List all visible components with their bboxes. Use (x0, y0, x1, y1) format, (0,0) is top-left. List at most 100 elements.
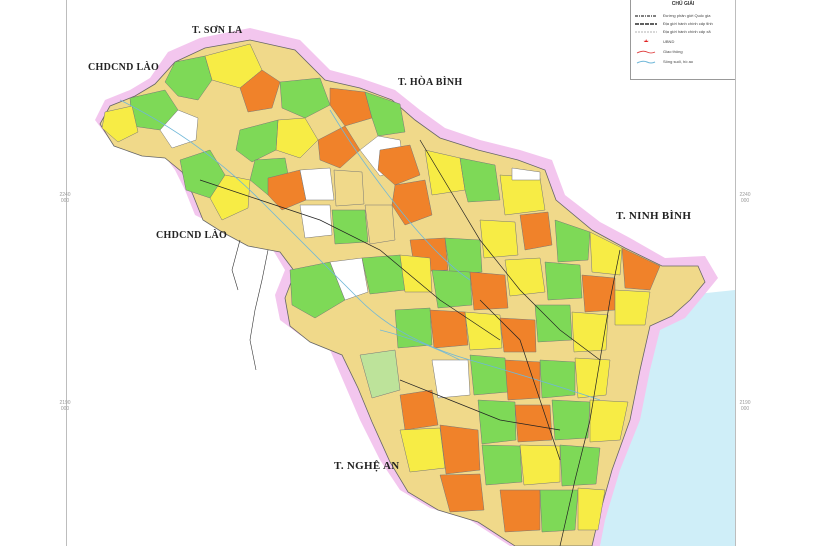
road-line (419, 139, 601, 361)
district-patch (464, 311, 503, 351)
district-patch (499, 317, 537, 353)
district-patch (614, 289, 651, 326)
outside-rivers (231, 239, 269, 371)
district-patch (431, 269, 473, 309)
district-patch (159, 109, 199, 149)
commune-boundary-icon (635, 31, 657, 33)
legend-item: Địa giới hành chính cấp xã (635, 28, 735, 36)
label-hoa-binh: T. HÒA BÌNH (398, 77, 463, 88)
district-patch (539, 489, 579, 533)
road-line (559, 249, 621, 546)
national-boundary-icon (635, 15, 657, 17)
legend-label: Sông suối, hồ ao (663, 59, 694, 64)
legend-title: CHÚ GIẢI (671, 1, 695, 7)
district-patch (235, 119, 279, 163)
district-patch (589, 231, 623, 276)
district-patch (439, 424, 481, 475)
district-patch (431, 359, 471, 399)
provincial-boundary-icon (635, 23, 657, 25)
district-patch (469, 271, 509, 311)
district-patch (209, 174, 251, 221)
district-patch (439, 473, 485, 513)
legend-item: Sông suối, hồ ao (635, 58, 735, 66)
district-patch (559, 444, 601, 487)
district-patch (101, 105, 139, 143)
district-patch (329, 257, 369, 301)
grid-label-left-lower: 2190 000 (59, 400, 71, 412)
label-nghe-an: T. NGHỆ AN (334, 460, 400, 472)
district-patch (469, 354, 509, 396)
district-patch (499, 489, 541, 533)
district-patch (444, 237, 483, 275)
legend-label: Giao thông (663, 49, 683, 54)
legend-item: Địa giới hành chính cấp tỉnh (635, 20, 735, 28)
label-son-la: T. SƠN LA (192, 25, 243, 36)
district-patch (621, 247, 661, 291)
district-patches (101, 43, 661, 533)
legend-item: ★ UBND (635, 38, 735, 46)
district-patch (519, 211, 553, 251)
district-patch (519, 444, 561, 486)
district-patch (581, 274, 616, 313)
road-line (479, 299, 561, 461)
district-patch (361, 254, 406, 295)
district-patch (477, 399, 517, 445)
district-patch (317, 125, 361, 169)
district-patch (377, 144, 421, 186)
district-patch (429, 309, 469, 349)
roads (199, 139, 621, 546)
map-border (66, 0, 736, 546)
grid-label-right-upper: 2240 000 (739, 192, 751, 204)
district-patch (359, 349, 401, 399)
river-line (231, 239, 241, 291)
district-patch (551, 399, 591, 441)
water-icon (636, 60, 656, 64)
legend-item: Giao thông (635, 48, 735, 56)
district-patch (364, 91, 406, 137)
river-line (379, 329, 461, 361)
district-patch (514, 404, 553, 443)
district-patch (571, 311, 609, 353)
district-patch (504, 257, 546, 297)
district-patch (459, 157, 501, 203)
label-lao-mid: CHDCND LÀO (156, 230, 228, 241)
map-legend: CHÚ GIẢI Đường phân giới Quốc gia Địa gi… (630, 0, 735, 80)
legend-label: Đường phân giới Quốc gia (663, 13, 711, 18)
road-icon (636, 50, 656, 54)
legend-item: Đường phân giới Quốc gia (635, 12, 735, 20)
district-patch (299, 204, 333, 239)
district-patch (399, 389, 439, 431)
district-patch (267, 169, 307, 211)
river-line (329, 109, 471, 281)
road-line (399, 379, 561, 431)
district-patch (399, 254, 433, 293)
district-patch (544, 261, 583, 301)
district-patch (399, 427, 446, 473)
district-patch (364, 204, 396, 245)
river-line (119, 99, 601, 401)
district-patch (299, 167, 335, 201)
district-patch (499, 174, 546, 216)
district-patch (279, 77, 331, 119)
district-patch (239, 69, 281, 113)
district-patch (329, 87, 373, 127)
district-patch (554, 219, 591, 263)
district-patch (394, 307, 433, 349)
grid-label-left-upper: 2240 000 (59, 192, 71, 204)
district-patch (539, 359, 576, 399)
road-line (199, 179, 501, 341)
river-line (249, 249, 269, 371)
svg-text:★: ★ (643, 38, 649, 42)
district-patch (504, 359, 541, 401)
grid-label-right-lower: 2190 000 (739, 400, 751, 412)
sea-area (600, 290, 735, 546)
label-lao-north: CHDCND LÀO (88, 62, 160, 73)
legend-label: Địa giới hành chính cấp xã (663, 29, 711, 34)
district-patch (479, 219, 519, 259)
ubnd-star-icon: ★ (643, 38, 649, 42)
district-patch (511, 167, 541, 181)
district-patch (333, 169, 365, 207)
district-patch (481, 444, 523, 486)
